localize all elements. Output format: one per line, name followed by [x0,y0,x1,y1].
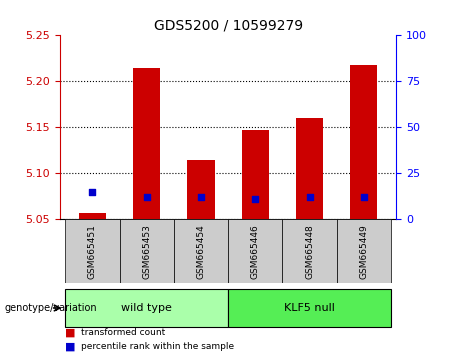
Text: GSM665453: GSM665453 [142,224,151,279]
FancyBboxPatch shape [228,289,391,327]
Point [89,189,96,195]
Bar [133,68,160,219]
Text: GSM665446: GSM665446 [251,224,260,279]
Text: genotype/variation: genotype/variation [5,303,97,313]
Text: KLF5 null: KLF5 null [284,303,335,313]
Text: GSM665451: GSM665451 [88,224,97,279]
Point [360,195,367,200]
Text: ■: ■ [65,328,75,338]
Text: percentile rank within the sample: percentile rank within the sample [81,342,234,352]
Bar [296,118,323,219]
FancyBboxPatch shape [283,219,337,283]
Bar [242,130,269,219]
Point [143,195,150,200]
Title: GDS5200 / 10599279: GDS5200 / 10599279 [154,19,303,33]
Bar [188,160,215,219]
FancyBboxPatch shape [337,219,391,283]
Point [252,196,259,202]
Bar [350,65,378,219]
FancyBboxPatch shape [65,289,228,327]
Point [197,195,205,200]
FancyBboxPatch shape [120,219,174,283]
Bar [79,213,106,219]
Text: wild type: wild type [121,303,172,313]
FancyBboxPatch shape [174,219,228,283]
FancyBboxPatch shape [228,219,283,283]
Text: transformed count: transformed count [81,328,165,337]
Text: GSM665454: GSM665454 [196,224,206,279]
Text: ■: ■ [65,342,75,352]
Text: GSM665448: GSM665448 [305,224,314,279]
Text: GSM665449: GSM665449 [360,224,368,279]
Point [306,195,313,200]
FancyBboxPatch shape [65,219,120,283]
